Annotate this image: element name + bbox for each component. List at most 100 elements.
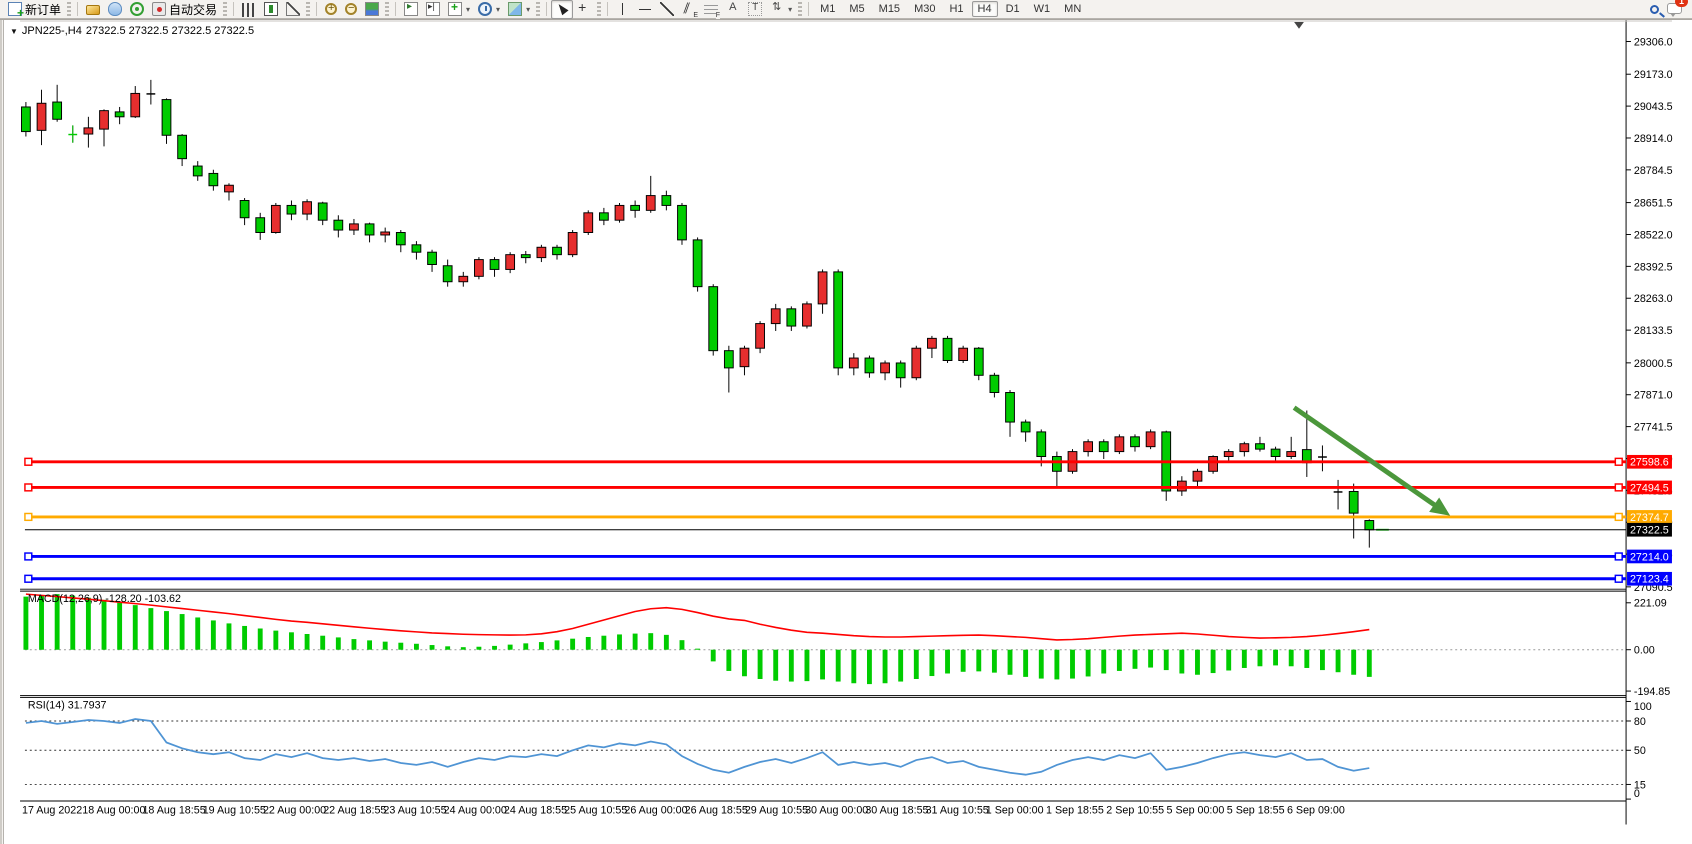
timeframe-h4-button[interactable]: H4	[971, 1, 998, 17]
line-handle[interactable]	[24, 483, 33, 492]
zoom-in-button[interactable]	[321, 0, 341, 19]
chart-shift-icon	[426, 1, 441, 16]
new-order-button[interactable]: 新订单	[4, 0, 65, 20]
line-handle[interactable]	[1614, 483, 1623, 492]
candle-body	[1005, 392, 1015, 423]
chat-bubble-icon	[1667, 3, 1682, 17]
price-tick-label: 29043.5	[1634, 101, 1673, 113]
chart-shift-button[interactable]	[422, 0, 444, 19]
new-order-icon	[8, 2, 24, 20]
arrows-dropdown-icon[interactable]: ▾	[788, 4, 793, 14]
zoom-in-icon	[325, 2, 338, 15]
timeframe-m1-button[interactable]: M1	[820, 3, 836, 15]
templates-dropdown-icon[interactable]: ▾	[526, 4, 531, 14]
candle-body	[567, 232, 578, 256]
toolbar-grip	[306, 2, 311, 16]
templates-button[interactable]: ▾	[504, 0, 534, 19]
toolbar-separator	[77, 2, 79, 16]
arrows-button[interactable]: ▾	[766, 0, 796, 19]
macd-signal-line	[25, 593, 1370, 641]
window-splitter[interactable]	[0, 20, 5, 844]
timeframe-m30-button[interactable]: M30	[914, 3, 936, 15]
styles-icon	[86, 5, 101, 15]
cursor-button[interactable]	[551, 0, 574, 19]
cursor-icon	[555, 2, 569, 16]
toolbar-grip	[67, 2, 72, 16]
periods-button[interactable]: ▾	[474, 0, 504, 19]
time-axis-label: 30 Aug 00:00	[805, 805, 868, 817]
candle-body	[911, 347, 922, 379]
price-line-label-box	[1627, 454, 1672, 469]
trend-arrow-head[interactable]	[1429, 497, 1451, 516]
auto-scroll-button[interactable]	[400, 0, 422, 19]
line-handle[interactable]	[1614, 574, 1623, 583]
ohlc-readout: 27322.5 27322.5 27322.5 27322.5	[85, 25, 255, 37]
profile-icon	[108, 2, 123, 16]
profile-button[interactable]	[104, 0, 126, 19]
chart-candles-icon	[264, 2, 279, 16]
chart-title-bar: ▼ JPN225-,H4 27322.5 27322.5 27322.5 273…	[10, 25, 254, 37]
price-tick-label: 28651.5	[1634, 198, 1673, 210]
text-button[interactable]	[722, 0, 744, 19]
line-handle[interactable]	[1614, 457, 1623, 466]
tile-windows-button[interactable]	[361, 0, 383, 19]
line-handle[interactable]	[1614, 512, 1623, 522]
line-handle[interactable]	[24, 552, 33, 561]
search-icon[interactable]	[1650, 5, 1659, 14]
candle-body	[286, 204, 297, 215]
rsi-tick-label: 0	[1634, 788, 1640, 800]
styles-button[interactable]	[82, 0, 104, 19]
chart-window[interactable]: 29306.0 29173.0 29043.5 28914.0 28784.5 28651…	[0, 20, 1692, 844]
timeframe-m15-button[interactable]: M15	[878, 3, 901, 15]
timeframe-h1-button[interactable]: H1	[949, 3, 964, 15]
time-axis-label: 5 Sep 18:55	[1227, 805, 1285, 817]
trendline-button[interactable]	[656, 0, 678, 19]
candle-body	[255, 217, 266, 233]
fibonacci-button[interactable]	[700, 0, 722, 19]
candle-body	[1255, 443, 1265, 450]
notifications-button[interactable]: 1	[1667, 0, 1688, 17]
trend-arrow-line[interactable]	[1292, 405, 1442, 512]
chart-line-button[interactable]	[282, 0, 304, 19]
time-axis-label: 31 Aug 10:55	[926, 805, 989, 817]
line-handle[interactable]	[24, 457, 33, 466]
timeframe-w1-button[interactable]: W1	[1033, 3, 1051, 15]
notification-badge: 1	[1675, 0, 1688, 7]
line-handle[interactable]	[24, 512, 33, 522]
indicators-button[interactable]: ▾	[444, 0, 474, 19]
candle-body	[427, 251, 437, 265]
chart-candles-button[interactable]	[260, 0, 282, 19]
horizontal-line-button[interactable]	[634, 0, 656, 19]
auto-trading-button[interactable]: 自动交易	[148, 0, 221, 19]
time-axis-label: 30 Aug 18:55	[865, 805, 928, 817]
candle-body	[1130, 436, 1140, 448]
toolbar-separator	[233, 2, 235, 16]
toolbar-grip	[597, 2, 602, 16]
periods-dropdown-icon[interactable]: ▾	[496, 4, 501, 14]
candle-body	[1192, 470, 1203, 482]
zoom-out-button[interactable]	[341, 0, 361, 19]
timeframe-toolbar: M1 M5 M15 M30 H1 H4 D1 W1 MN	[813, 1, 1088, 17]
crosshair-button[interactable]	[573, 0, 595, 19]
indicators-dropdown-icon[interactable]: ▾	[466, 4, 471, 14]
line-handle[interactable]	[1614, 552, 1623, 561]
equidistant-channel-button[interactable]	[678, 0, 700, 19]
chart-canvas[interactable]: 29306.0 29173.0 29043.5 28914.0 28784.5 28651…	[0, 20, 1692, 844]
timeframe-mn-button[interactable]: MN	[1064, 3, 1082, 15]
vertical-line-button[interactable]	[612, 0, 634, 19]
chart-bars-icon	[242, 2, 257, 17]
chart-bars-button[interactable]	[238, 0, 260, 19]
line-handle[interactable]	[24, 574, 33, 583]
timeframe-m5-button[interactable]: M5	[849, 3, 865, 15]
candle-body	[833, 271, 844, 369]
tile-windows-icon	[365, 2, 380, 16]
main-toolbar: 新订单 自动交易 ▾ ▾ ▾ ▾ M1 M5 M15 M30 H1 H4 D1 W1 MN 1	[0, 0, 1692, 20]
chart-menu-icon[interactable]: ▼	[10, 26, 18, 36]
rsi-line	[25, 718, 1370, 776]
text-label-button[interactable]	[744, 0, 766, 19]
timeframe-d1-button[interactable]: D1	[1005, 3, 1020, 15]
signals-icon	[130, 2, 145, 16]
toolbar-grip	[798, 2, 803, 16]
signals-button[interactable]	[126, 0, 148, 19]
